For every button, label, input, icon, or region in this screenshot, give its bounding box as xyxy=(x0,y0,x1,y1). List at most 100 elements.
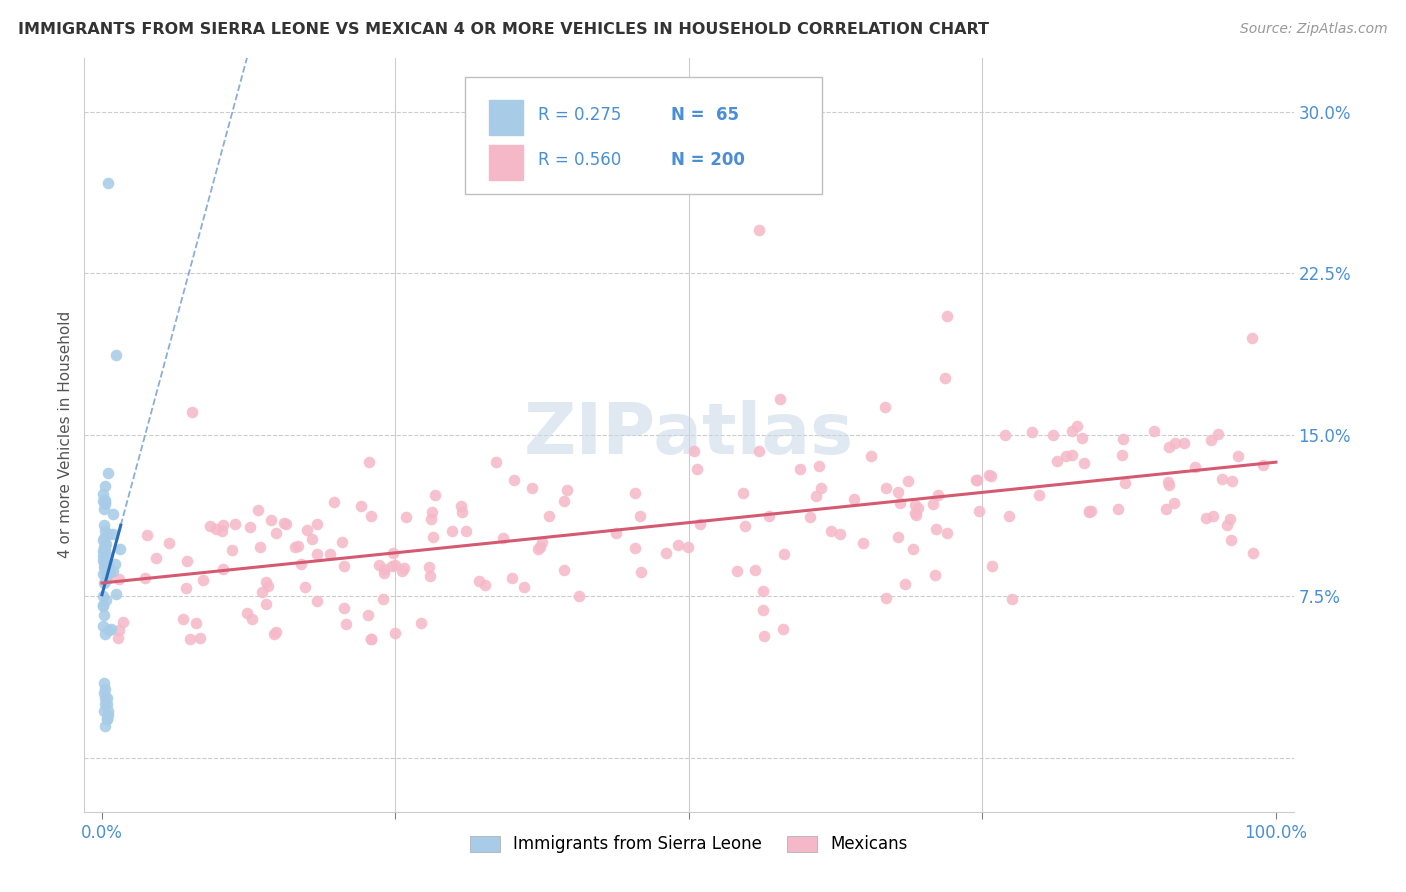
Point xyxy=(360,632,382,647)
Point xyxy=(96,712,118,726)
Point xyxy=(93,560,115,574)
Point xyxy=(184,616,207,631)
Point xyxy=(93,557,115,571)
Point xyxy=(179,632,201,647)
Text: Source: ZipAtlas.com: Source: ZipAtlas.com xyxy=(1240,22,1388,37)
Point xyxy=(221,543,243,558)
Point xyxy=(1216,518,1239,533)
Point xyxy=(239,519,262,533)
Text: N =  65: N = 65 xyxy=(671,105,738,123)
Point xyxy=(322,495,344,509)
Point xyxy=(392,561,415,575)
Point xyxy=(1080,504,1102,518)
Point xyxy=(994,428,1017,442)
Point xyxy=(804,489,827,503)
Point xyxy=(924,522,946,536)
Point xyxy=(145,551,167,566)
Point xyxy=(107,623,129,637)
Text: R = 0.560: R = 0.560 xyxy=(538,151,621,169)
Point xyxy=(96,567,118,582)
Point xyxy=(1073,456,1095,470)
Point xyxy=(492,531,515,545)
Point xyxy=(799,510,821,524)
Point xyxy=(96,697,118,711)
Point xyxy=(907,501,929,516)
Point xyxy=(527,541,550,556)
Point xyxy=(501,571,523,585)
Point xyxy=(1159,440,1181,454)
Point xyxy=(96,558,118,572)
Point xyxy=(555,483,578,497)
Point xyxy=(752,629,775,643)
Point xyxy=(419,569,441,583)
Legend: Immigrants from Sierra Leone, Mexicans: Immigrants from Sierra Leone, Mexicans xyxy=(464,829,914,860)
Point xyxy=(91,494,114,508)
Point xyxy=(93,540,115,554)
Bar xyxy=(489,145,523,180)
Point xyxy=(91,533,114,548)
Point xyxy=(93,502,115,516)
Point xyxy=(93,575,115,590)
Point xyxy=(420,505,443,519)
Point xyxy=(689,517,711,532)
Point xyxy=(97,570,120,584)
Point xyxy=(97,526,120,541)
Point xyxy=(894,576,917,591)
Point xyxy=(381,558,404,573)
Point xyxy=(1054,449,1077,463)
Point xyxy=(1157,475,1180,489)
Point xyxy=(1195,510,1218,524)
Point xyxy=(91,619,114,633)
Point xyxy=(93,589,115,603)
Point xyxy=(91,487,114,501)
Point xyxy=(246,503,269,517)
Point xyxy=(93,549,115,563)
Point xyxy=(965,474,987,488)
Point xyxy=(1111,449,1133,463)
Point xyxy=(94,493,117,508)
Point xyxy=(384,626,406,640)
Point xyxy=(513,580,536,594)
Point xyxy=(93,538,115,552)
Point xyxy=(1164,435,1187,450)
Point xyxy=(1107,502,1129,516)
Point xyxy=(980,468,1002,483)
Point xyxy=(1066,418,1088,433)
Point xyxy=(91,567,114,582)
Point xyxy=(789,462,811,476)
Point xyxy=(768,392,790,406)
Point xyxy=(842,491,865,506)
Point xyxy=(93,704,115,718)
Point xyxy=(94,697,117,711)
Point xyxy=(93,686,115,700)
Point xyxy=(875,591,897,605)
Point xyxy=(94,561,117,575)
Point xyxy=(520,481,543,495)
Point xyxy=(924,568,946,582)
Bar xyxy=(489,100,523,136)
Point xyxy=(904,498,927,512)
Point xyxy=(887,485,910,500)
Point xyxy=(94,718,117,732)
Point xyxy=(181,404,204,418)
Point xyxy=(998,508,1021,523)
Point xyxy=(384,558,406,572)
Point xyxy=(772,622,794,636)
Text: N = 200: N = 200 xyxy=(671,151,745,169)
Point xyxy=(112,615,135,629)
Point xyxy=(772,547,794,561)
Point xyxy=(97,176,120,190)
Point xyxy=(468,574,491,589)
Point xyxy=(190,631,212,645)
Point xyxy=(889,496,911,510)
Point xyxy=(474,577,496,591)
Point xyxy=(748,223,770,237)
Point xyxy=(91,553,114,567)
Point xyxy=(284,540,307,554)
Point xyxy=(373,562,395,576)
Point xyxy=(1211,472,1233,486)
Point xyxy=(335,617,357,632)
Point xyxy=(93,532,115,546)
Text: IMMIGRANTS FROM SIERRA LEONE VS MEXICAN 4 OR MORE VEHICLES IN HOUSEHOLD CORRELAT: IMMIGRANTS FROM SIERRA LEONE VS MEXICAN … xyxy=(18,22,990,37)
Point xyxy=(94,543,117,558)
